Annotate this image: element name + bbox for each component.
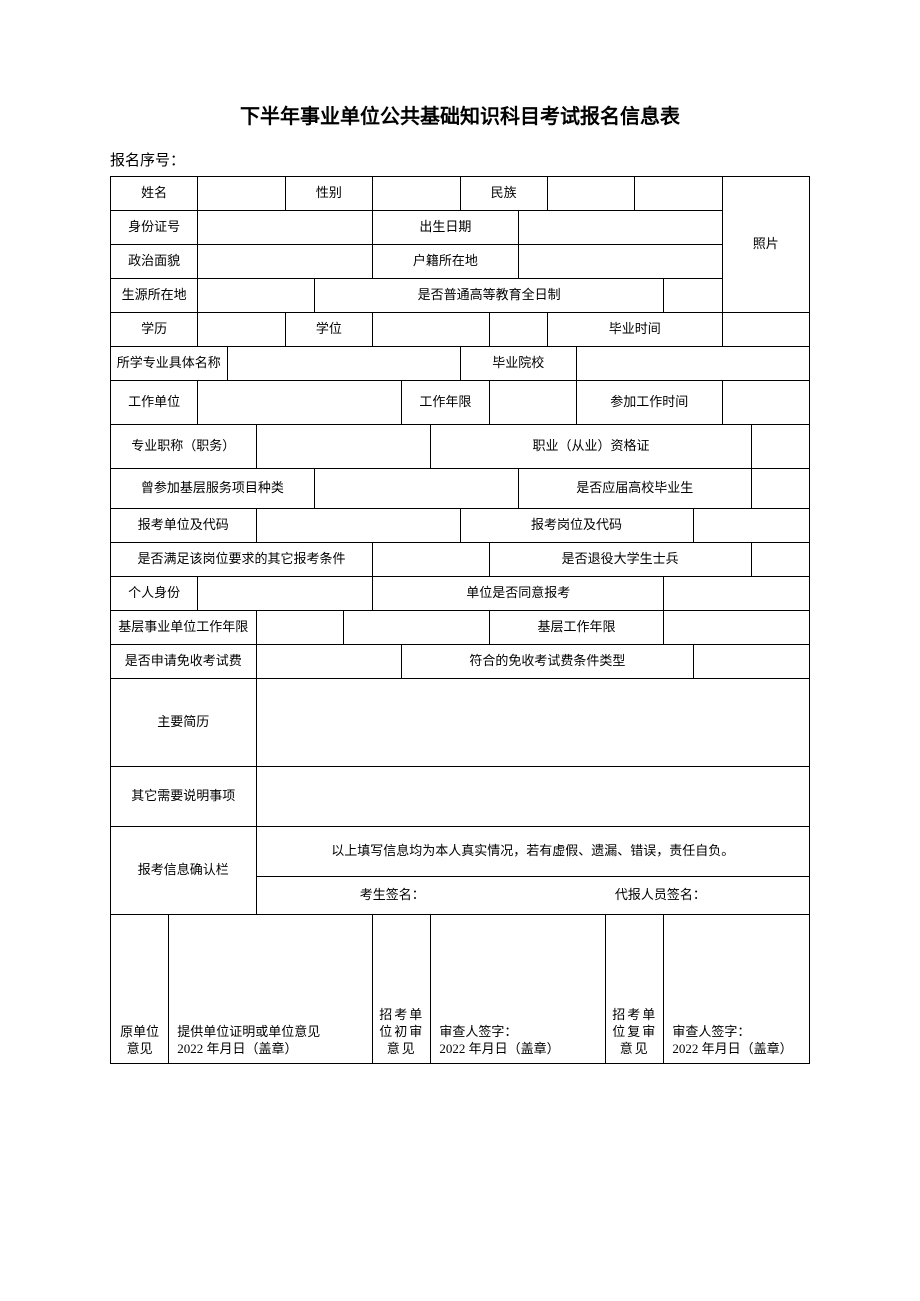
form-title: 下半年事业单位公共基础知识科目考试报名信息表 <box>110 100 810 129</box>
label-applypost: 报考岗位及代码 <box>460 509 693 543</box>
label-major: 所学专业具体名称 <box>111 347 228 381</box>
label-baseyears: 基层工作年限 <box>489 611 664 645</box>
value-feewaiver <box>256 645 402 679</box>
label-confirm: 报考信息确认栏 <box>111 827 257 915</box>
label-gender: 性别 <box>285 177 372 211</box>
value-othercond <box>373 543 490 577</box>
label-gradtime: 毕业时间 <box>547 313 722 347</box>
label-veteran: 是否退役大学生士兵 <box>489 543 751 577</box>
blank-cell-3 <box>256 611 343 645</box>
value-origunit: 提供单位证明或单位意见 2022 年月日（盖章） <box>169 914 373 1064</box>
label-waivertype: 符合的免收考试费条件类型 <box>402 645 693 679</box>
label-qualification: 职业（从业）资格证 <box>431 425 751 469</box>
proxy-sign-label: 代报人员签名： <box>615 887 706 904</box>
value-gender <box>373 177 460 211</box>
value-unitagree <box>664 577 810 611</box>
label-initial-review: 招考单位初审意见 <box>373 914 431 1064</box>
value-major <box>227 347 460 381</box>
confirm-statement: 以上填写信息均为本人真实情况，若有虚假、遗漏、错误，责任自负。 <box>256 827 809 877</box>
confirm-signatures: 考生签名： 代报人员签名： <box>256 876 809 914</box>
label-workyears: 工作年限 <box>402 381 489 425</box>
label-final-review: 招考单位复审意见 <box>606 914 664 1064</box>
label-grassroots: 曾参加基层服务项目种类 <box>111 469 315 509</box>
photo-cell: 照片 <box>722 177 809 313</box>
value-initial-review: 审查人签字： 2022 年月日（盖章） <box>431 914 606 1064</box>
label-fulltime: 是否普通高等教育全日制 <box>314 279 664 313</box>
label-education: 学历 <box>111 313 198 347</box>
value-othernotes <box>256 767 809 827</box>
label-othercond: 是否满足该岗位要求的其它报考条件 <box>111 543 373 577</box>
label-name: 姓名 <box>111 177 198 211</box>
value-identity <box>198 577 373 611</box>
value-political <box>198 245 373 279</box>
label-workunit: 工作单位 <box>111 381 198 425</box>
value-grassroots <box>314 469 518 509</box>
value-workunit <box>198 381 402 425</box>
value-origin <box>198 279 315 313</box>
label-feewaiver: 是否申请免收考试费 <box>111 645 257 679</box>
value-gradtime <box>722 313 809 347</box>
value-birth <box>518 211 722 245</box>
value-waivertype <box>693 645 810 679</box>
label-proftitle: 专业职称（职务） <box>111 425 257 469</box>
value-veteran <box>751 543 809 577</box>
label-degree: 学位 <box>285 313 372 347</box>
value-baseyears <box>664 611 810 645</box>
value-applyunit <box>256 509 460 543</box>
label-birth: 出生日期 <box>373 211 519 245</box>
value-school <box>577 347 810 381</box>
value-baseunityears <box>344 611 490 645</box>
label-workstart: 参加工作时间 <box>577 381 723 425</box>
label-baseunityears: 基层事业单位工作年限 <box>111 611 257 645</box>
applicant-sign-label: 考生签名： <box>360 887 425 904</box>
serial-number-label: 报名序号： <box>110 149 810 170</box>
blank-cell-2 <box>489 313 547 347</box>
registration-table: 姓名 性别 民族 照片 身份证号 出生日期 政治面貌 户籍所在地 生源所在地 是… <box>110 176 810 1064</box>
label-school: 毕业院校 <box>460 347 577 381</box>
blank-cell <box>635 177 722 211</box>
label-othernotes: 其它需要说明事项 <box>111 767 257 827</box>
value-freshgrad <box>751 469 809 509</box>
value-workstart <box>722 381 809 425</box>
label-resume: 主要简历 <box>111 679 257 767</box>
label-unitagree: 单位是否同意报考 <box>373 577 664 611</box>
value-residence <box>518 245 722 279</box>
value-degree <box>373 313 490 347</box>
value-id <box>198 211 373 245</box>
value-resume <box>256 679 809 767</box>
label-identity: 个人身份 <box>111 577 198 611</box>
value-workyears <box>489 381 576 425</box>
label-residence: 户籍所在地 <box>373 245 519 279</box>
value-education <box>198 313 285 347</box>
label-id: 身份证号 <box>111 211 198 245</box>
value-applypost <box>693 509 810 543</box>
value-qualification <box>751 425 809 469</box>
label-political: 政治面貌 <box>111 245 198 279</box>
value-ethnicity <box>547 177 634 211</box>
label-origunit: 原单位意见 <box>111 914 169 1064</box>
label-applyunit: 报考单位及代码 <box>111 509 257 543</box>
label-freshgrad: 是否应届高校毕业生 <box>518 469 751 509</box>
value-name <box>198 177 285 211</box>
value-fulltime <box>664 279 722 313</box>
value-final-review: 审查人签字： 2022 年月日（盖章） <box>664 914 810 1064</box>
label-ethnicity: 民族 <box>460 177 547 211</box>
label-origin: 生源所在地 <box>111 279 198 313</box>
value-proftitle <box>256 425 431 469</box>
